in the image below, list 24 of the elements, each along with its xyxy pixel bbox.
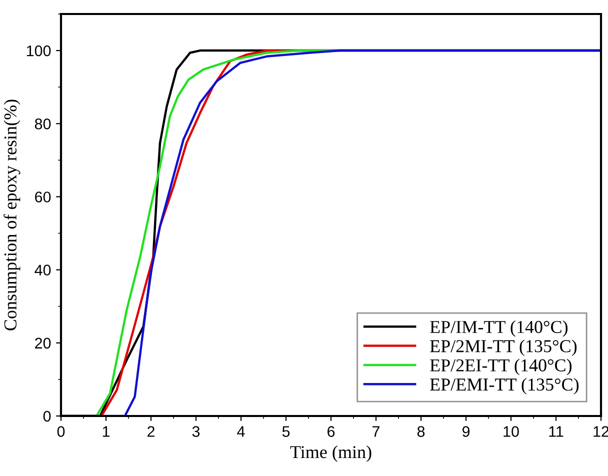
- y-axis-title: Consumption of epoxy resin(%): [4, 100, 20, 330]
- legend-label: EP/EMI-TT (135°C): [430, 378, 579, 394]
- legend-label: EP/IM-TT (140°C): [430, 320, 568, 337]
- y-tick-label: 80: [34, 118, 51, 130]
- y-tick-label: 20: [35, 338, 51, 349]
- y-tick-label: 0: [43, 410, 51, 422]
- x-tick-label: 10: [504, 426, 519, 437]
- x-axis-title: Time (min): [290, 446, 372, 462]
- legend-label: EP/2EI-TT (140°C): [430, 358, 572, 376]
- x-tick-label: 1: [102, 426, 110, 437]
- y-tick-label: 100: [26, 45, 51, 56]
- x-tick-label: 11: [549, 426, 564, 437]
- legend-label: EP/2MI-TT (135°C): [430, 340, 577, 356]
- x-tick-label: 3: [192, 426, 200, 437]
- x-tick-label: 2: [148, 426, 154, 437]
- y-tick-label: 40: [34, 264, 51, 276]
- x-tick-label: 6: [328, 426, 335, 437]
- x-tick-label: 8: [417, 426, 425, 437]
- x-tick-label: 7: [372, 426, 380, 437]
- y-tick-label: 60: [35, 192, 51, 202]
- x-tick-label: 0: [57, 426, 65, 437]
- x-tick-label: 5: [282, 426, 290, 437]
- x-tick-label: 4: [237, 426, 245, 437]
- x-tick-label: 9: [462, 426, 470, 437]
